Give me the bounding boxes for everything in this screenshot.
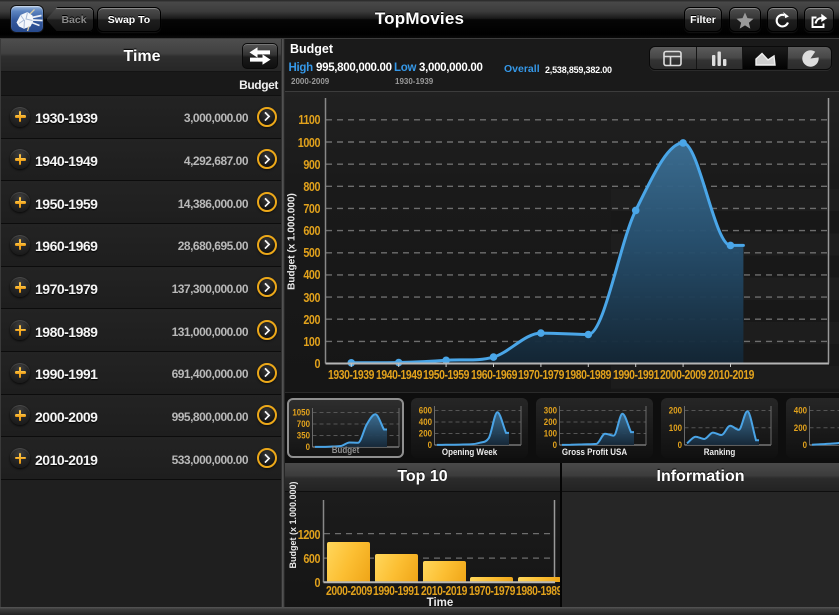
svg-text:400: 400	[419, 417, 432, 427]
svg-text:350: 350	[296, 430, 309, 440]
svg-text:200: 200	[419, 428, 432, 438]
svg-text:0: 0	[553, 440, 557, 450]
svg-text:200: 200	[793, 422, 806, 432]
svg-text:0: 0	[305, 442, 309, 452]
svg-text:0: 0	[428, 440, 432, 450]
svg-text:1050: 1050	[292, 407, 310, 417]
svg-text:300: 300	[544, 405, 557, 415]
svg-text:100: 100	[669, 422, 682, 432]
svg-text:100: 100	[544, 428, 557, 438]
svg-text:0: 0	[677, 440, 681, 450]
svg-text:200: 200	[669, 405, 682, 415]
svg-text:600: 600	[419, 405, 432, 415]
svg-text:700: 700	[296, 419, 309, 429]
svg-text:0: 0	[802, 440, 806, 450]
svg-text:400: 400	[793, 405, 806, 415]
svg-text:200: 200	[544, 417, 557, 427]
